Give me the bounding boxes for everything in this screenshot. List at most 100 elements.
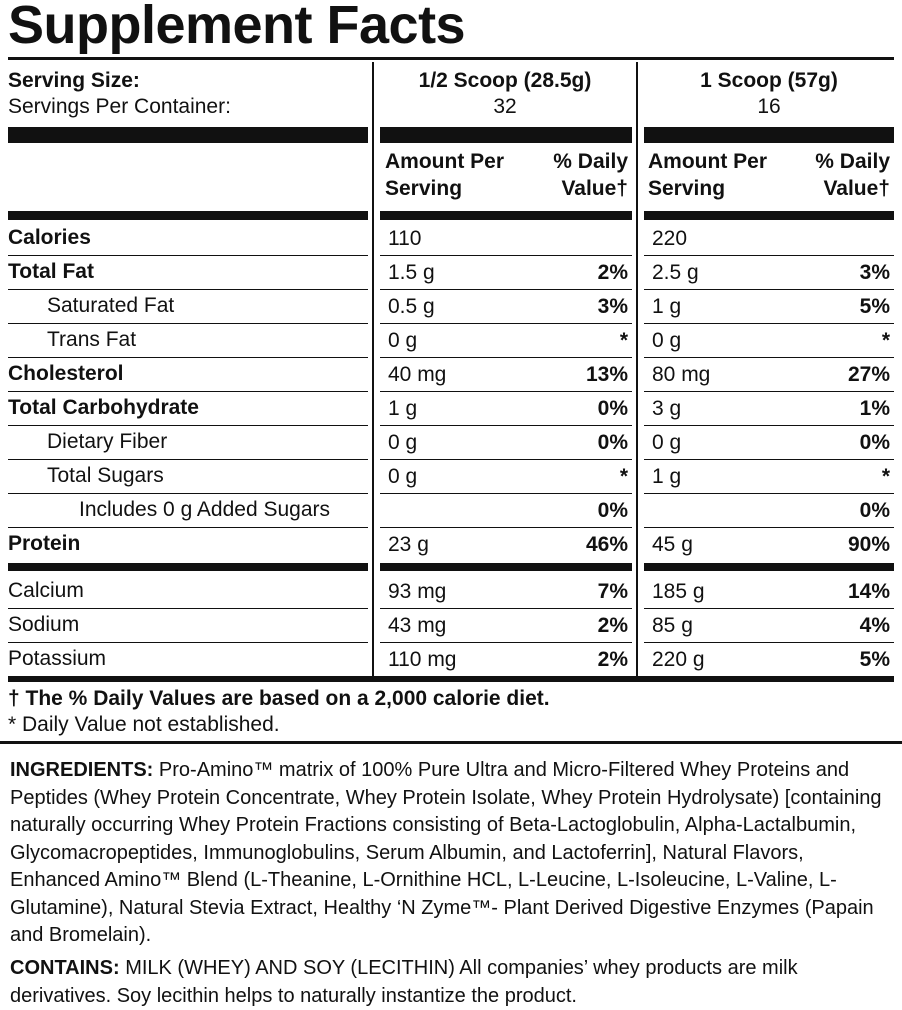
row-separator	[380, 425, 632, 426]
daily-value: 0%	[597, 397, 628, 420]
column-divider	[372, 62, 374, 676]
footnote: † The % Daily Values are based on a 2,00…	[8, 687, 550, 710]
contains: CONTAINS: MILK (WHEY) AND SOY (LECITHIN)…	[10, 955, 894, 1010]
amount: 220	[652, 227, 688, 250]
row-separator	[644, 255, 894, 256]
row-separator	[380, 289, 632, 290]
amount: 0 g	[388, 329, 418, 352]
amount: 0 g	[652, 329, 682, 352]
daily-value: 3%	[859, 261, 890, 284]
daily-value: 7%	[597, 580, 628, 603]
row-separator	[644, 425, 894, 426]
amount: 2.5 g	[652, 261, 699, 284]
bar	[644, 563, 894, 571]
row-separator	[380, 608, 632, 609]
daily-value: 2%	[597, 261, 628, 284]
row-separator	[644, 323, 894, 324]
bar	[8, 211, 368, 220]
nutrient-name: Protein	[8, 532, 81, 555]
amount: 0 g	[388, 431, 418, 454]
amount: 43 mg	[388, 614, 447, 637]
nutrient-name: Sodium	[8, 613, 80, 636]
nutrient-name: Calcium	[8, 579, 84, 602]
bar	[380, 563, 632, 571]
daily-value-header: % Daily Value†	[553, 150, 628, 200]
nutrient-name: Trans Fat	[47, 328, 137, 351]
row-separator	[8, 493, 368, 494]
amount: 110	[388, 227, 422, 250]
contains-label: CONTAINS:	[10, 957, 120, 979]
amount: 80 mg	[652, 363, 711, 386]
nutrient-name: Saturated Fat	[47, 294, 175, 317]
daily-value: 2%	[597, 614, 628, 637]
servings: 16	[757, 95, 781, 118]
bar	[644, 127, 894, 143]
amount: 1 g	[652, 465, 682, 488]
bar	[8, 563, 368, 571]
ingredients-text: Pro-Amino™ matrix of 100% Pure Ultra and…	[10, 759, 882, 946]
amount: 1 g	[388, 397, 418, 420]
daily-value: 2%	[597, 648, 628, 671]
row-separator	[644, 608, 894, 609]
daily-value: 46%	[585, 533, 628, 556]
amount: 185 g	[652, 580, 705, 603]
ingredients-label: INGREDIENTS:	[10, 759, 154, 781]
rule	[0, 741, 902, 744]
row-separator	[8, 323, 368, 324]
daily-value: *	[881, 465, 890, 488]
amount: 1.5 g	[388, 261, 435, 284]
column-divider	[636, 62, 638, 676]
daily-value: *	[619, 329, 628, 352]
daily-value: 1%	[859, 397, 890, 420]
amount: 0 g	[388, 465, 418, 488]
row-separator	[644, 459, 894, 460]
row-separator	[8, 289, 368, 290]
daily-value: 0%	[859, 499, 890, 522]
daily-value: 4%	[859, 614, 890, 637]
servings: 32	[493, 95, 517, 118]
amount: 3 g	[652, 397, 682, 420]
row-separator	[644, 527, 894, 528]
amount: 220 g	[652, 648, 705, 671]
nutrient-name: Total Carbohydrate	[8, 396, 199, 419]
row-separator	[8, 527, 368, 528]
row-separator	[380, 527, 632, 528]
nutrient-name: Total Fat	[8, 260, 94, 283]
row-separator	[380, 642, 632, 643]
row-separator	[8, 425, 368, 426]
row-separator	[644, 391, 894, 392]
nutrient-name: Potassium	[8, 647, 107, 670]
row-separator	[380, 459, 632, 460]
title: Supplement Facts	[8, 0, 466, 55]
row-separator	[8, 255, 368, 256]
amount: 1 g	[652, 295, 682, 318]
amount: 40 mg	[388, 363, 447, 386]
amount: 45 g	[652, 533, 693, 556]
row-separator	[644, 493, 894, 494]
nutrient-name: Total Sugars	[47, 464, 164, 487]
daily-value-header: % Daily Value†	[815, 150, 890, 200]
amount: 0.5 g	[388, 295, 435, 318]
nutrient-name: Dietary Fiber	[47, 430, 168, 453]
amount: 23 g	[388, 533, 429, 556]
daily-value: 0%	[597, 431, 628, 454]
nutrient-name: Includes 0 g Added Sugars	[79, 498, 331, 521]
daily-value: 0%	[597, 499, 628, 522]
amount: 0 g	[652, 431, 682, 454]
row-separator	[8, 459, 368, 460]
amount: 85 g	[652, 614, 693, 637]
daily-value: 3%	[597, 295, 628, 318]
bar	[380, 127, 632, 143]
daily-value: 90%	[847, 533, 890, 556]
bar	[8, 127, 368, 143]
row-separator	[8, 642, 368, 643]
contains-text: MILK (WHEY) AND SOY (LECITHIN) All compa…	[10, 957, 798, 1007]
row-separator	[380, 357, 632, 358]
serving-size-label: Serving Size:	[8, 69, 140, 92]
ingredients: INGREDIENTS: Pro-Amino™ matrix of 100% P…	[10, 757, 894, 950]
row-separator	[380, 323, 632, 324]
daily-value: 5%	[859, 295, 890, 318]
row-separator	[8, 391, 368, 392]
daily-value: 0%	[859, 431, 890, 454]
